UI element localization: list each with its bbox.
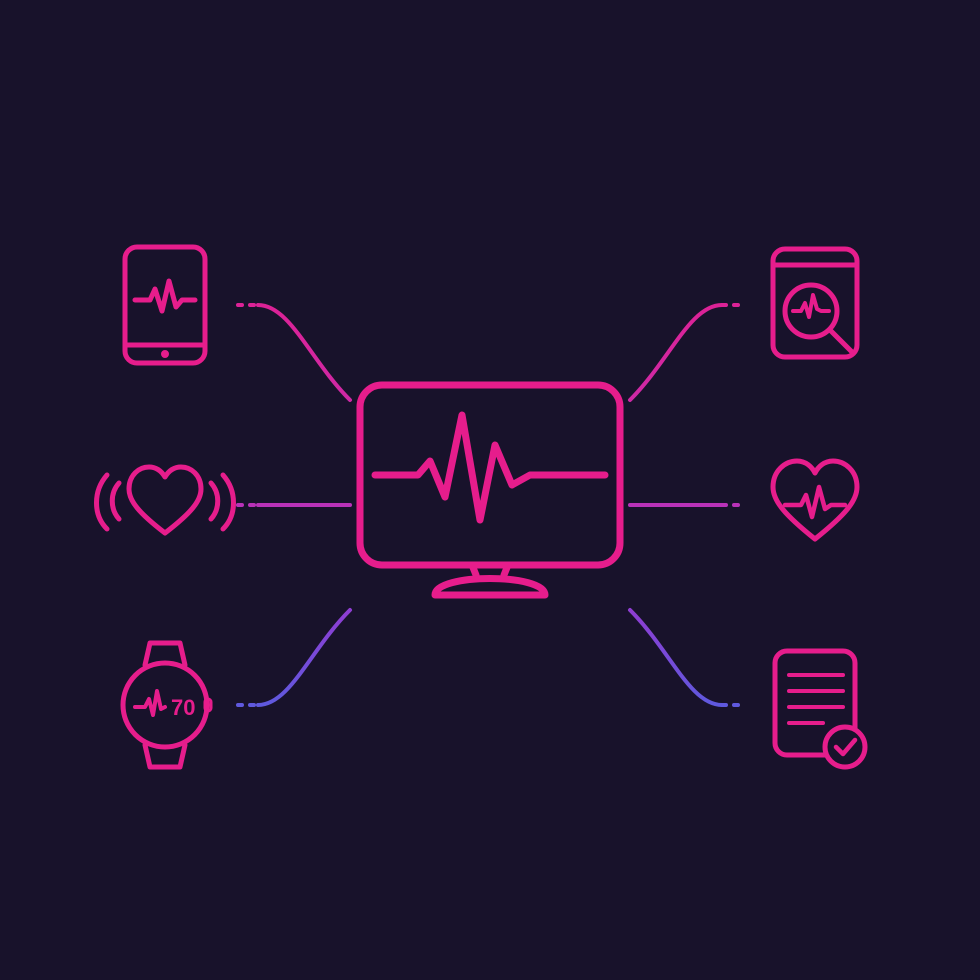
heart-rate-icon (773, 461, 857, 539)
connector-report (630, 610, 722, 705)
smartwatch-value: 70 (171, 695, 195, 720)
watch-icon: 70 (123, 643, 211, 767)
connector-phone (258, 305, 350, 400)
monitor-ecg-icon (360, 385, 620, 595)
tablet-search-icon (773, 249, 857, 357)
connector-tablet-search (630, 305, 722, 400)
connector-watch (258, 610, 350, 705)
report-icon (775, 651, 865, 767)
connectors (238, 305, 742, 705)
phone-icon (125, 247, 205, 363)
heart-signal-icon (97, 467, 234, 533)
